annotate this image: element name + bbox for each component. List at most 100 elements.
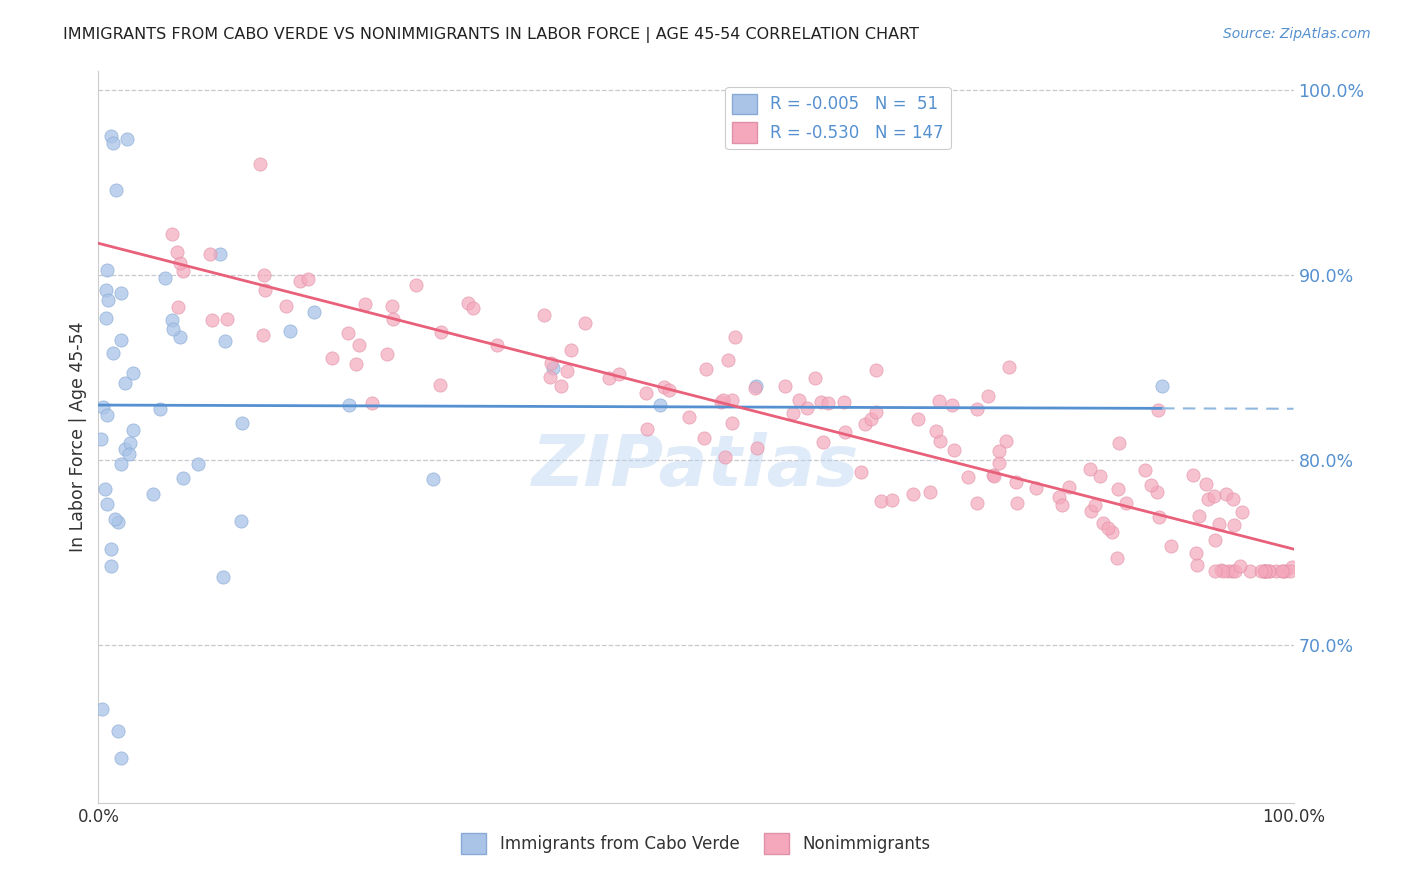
Point [574,316,596,330]
Point [1197,491,1219,506]
Point [339,398,361,412]
Point [745,379,768,393]
Point [1108,435,1130,450]
Point [405,277,427,292]
Point [1216,565,1239,579]
Point [122,366,145,380]
Point [94,483,117,497]
Point [1107,483,1129,497]
Point [804,371,827,385]
Point [96,408,118,422]
Point [859,412,882,426]
Point [907,411,929,425]
Point [229,514,252,528]
Point [1208,517,1230,532]
Point [166,244,188,259]
Point [101,136,124,151]
Point [103,346,125,360]
Y-axis label: In Labor Force | Age 45-54: In Labor Force | Age 45-54 [69,322,87,552]
Point [540,355,562,369]
Point [678,409,700,424]
Point [658,383,681,397]
Point [91,701,114,715]
Point [1084,499,1107,513]
Point [987,456,1010,470]
Point [104,512,127,526]
Point [430,325,453,339]
Point [1115,496,1137,510]
Point [1222,491,1244,506]
Point [721,392,744,407]
Point [711,393,734,408]
Point [1080,504,1102,518]
Point [538,370,561,384]
Point [214,334,236,349]
Point [1025,481,1047,495]
Point [97,293,120,308]
Point [114,376,136,390]
Point [773,379,796,393]
Point [851,465,873,479]
Point [198,246,221,260]
Point [160,227,183,241]
Point [1281,559,1303,574]
Point [782,406,804,420]
Point [212,570,235,584]
Point [817,395,839,409]
Point [142,487,165,501]
Point [1258,565,1281,579]
Point [276,299,298,313]
Point [943,443,966,458]
Point [107,724,129,739]
Point [461,301,484,315]
Point [1097,521,1119,535]
Point [1160,539,1182,553]
Point [533,309,555,323]
Point [1146,485,1168,500]
Point [607,367,630,381]
Point [187,458,209,472]
Point [422,472,444,486]
Point [349,338,371,352]
Point [252,327,274,342]
Point [865,363,887,377]
Point [1265,565,1288,579]
Point [1185,558,1208,573]
Point [297,272,319,286]
Point [541,360,564,375]
Point [96,263,118,277]
Point [321,351,343,365]
Point [1229,558,1251,573]
Point [918,485,941,500]
Point [796,401,818,416]
Point [114,442,136,456]
Point [100,558,122,573]
Point [1005,496,1028,510]
Point [721,416,744,430]
Point [1254,565,1277,579]
Point [1135,463,1157,477]
Point [382,311,405,326]
Point [1194,477,1216,491]
Point [1254,565,1277,579]
Point [832,395,855,409]
Point [1254,565,1277,579]
Point [880,493,903,508]
Point [723,330,745,344]
Legend: Immigrants from Cabo Verde, Nonimmigrants: Immigrants from Cabo Verde, Nonimmigrant… [454,827,938,860]
Point [94,284,117,298]
Text: IMMIGRANTS FROM CABO VERDE VS NONIMMIGRANTS IN LABOR FORCE | AGE 45-54 CORRELATI: IMMIGRANTS FROM CABO VERDE VS NONIMMIGRA… [63,27,920,43]
Point [1182,468,1205,483]
Point [160,313,183,327]
Point [1258,565,1281,579]
Point [966,495,988,509]
Point [710,395,733,409]
Point [1139,477,1161,491]
Point [1253,565,1275,579]
Point [928,434,950,449]
Point [560,343,582,357]
Point [1091,516,1114,531]
Point [172,471,194,485]
Point [457,296,479,310]
Point [865,405,887,419]
